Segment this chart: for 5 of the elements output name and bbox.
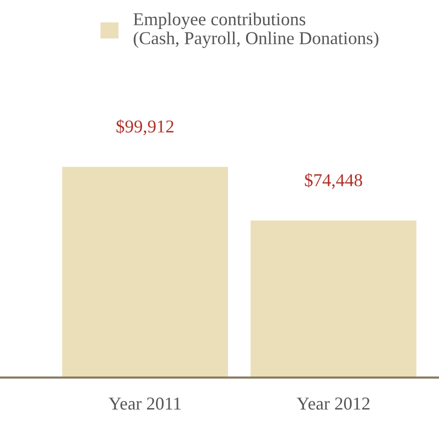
- data-label: $74,448: [304, 173, 362, 189]
- x-tick-label: Year 2011: [108, 398, 181, 410]
- x-tick-label: Year 2012: [296, 398, 370, 410]
- legend-label: Employee contributions (Cash, Payroll, Online Donations): [133, 12, 378, 48]
- data-label: $99,912: [116, 119, 174, 136]
